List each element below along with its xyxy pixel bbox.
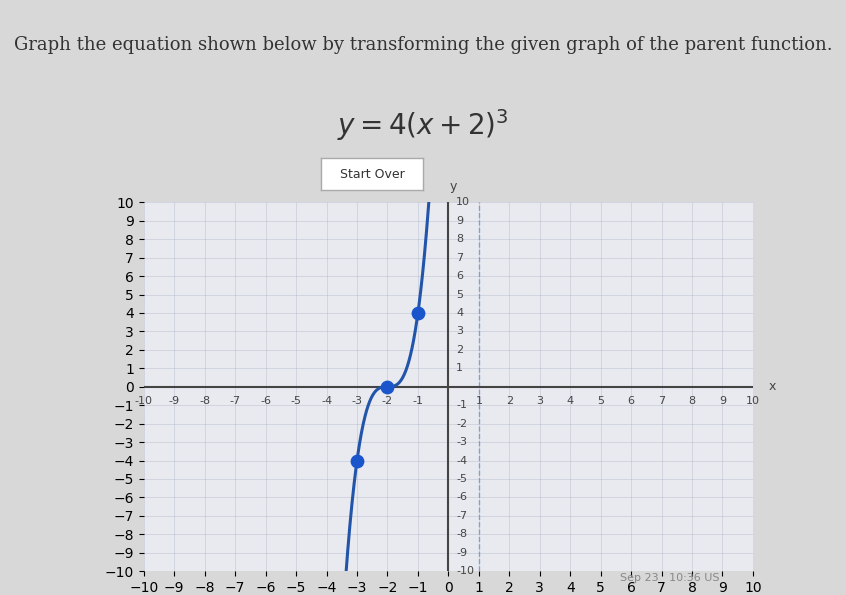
Text: -1: -1 xyxy=(412,396,424,406)
Text: 4: 4 xyxy=(567,396,574,406)
Text: -9: -9 xyxy=(168,396,180,406)
Text: -4: -4 xyxy=(321,396,332,406)
Text: 6: 6 xyxy=(456,271,463,281)
Text: 10: 10 xyxy=(746,396,760,406)
Text: 3: 3 xyxy=(536,396,543,406)
Text: 4: 4 xyxy=(456,308,463,318)
Text: -9: -9 xyxy=(456,548,467,558)
Text: 3: 3 xyxy=(456,327,463,336)
Point xyxy=(411,308,425,318)
Text: y: y xyxy=(449,180,457,193)
Text: 1: 1 xyxy=(456,364,463,373)
Text: 9: 9 xyxy=(456,216,463,226)
Text: 9: 9 xyxy=(719,396,726,406)
Text: 10: 10 xyxy=(456,198,470,207)
Text: Graph the equation shown below by transforming the given graph of the parent fun: Graph the equation shown below by transf… xyxy=(14,36,832,54)
Text: Sep 23   10:36 US: Sep 23 10:36 US xyxy=(619,573,719,583)
Text: -3: -3 xyxy=(456,437,467,447)
Text: 5: 5 xyxy=(456,290,463,299)
Text: -10: -10 xyxy=(456,566,474,576)
Text: -5: -5 xyxy=(456,474,467,484)
Text: -2: -2 xyxy=(456,419,467,428)
Text: 2: 2 xyxy=(456,345,463,355)
Text: -7: -7 xyxy=(456,511,467,521)
Text: -8: -8 xyxy=(199,396,211,406)
Text: -4: -4 xyxy=(456,456,467,465)
Text: -2: -2 xyxy=(382,396,393,406)
Text: 5: 5 xyxy=(597,396,604,406)
Text: 7: 7 xyxy=(658,396,665,406)
Text: -8: -8 xyxy=(456,530,467,539)
Text: -10: -10 xyxy=(135,396,153,406)
Text: $y = 4(x+2)^3$: $y = 4(x+2)^3$ xyxy=(337,107,509,143)
Text: Start Over: Start Over xyxy=(340,168,404,180)
Text: 8: 8 xyxy=(689,396,695,406)
Text: -6: -6 xyxy=(456,493,467,502)
Text: -7: -7 xyxy=(229,396,241,406)
Text: 7: 7 xyxy=(456,253,463,262)
Text: -1: -1 xyxy=(456,400,467,410)
Text: 8: 8 xyxy=(456,234,463,244)
Text: 2: 2 xyxy=(506,396,513,406)
Text: -3: -3 xyxy=(351,396,363,406)
Point xyxy=(381,382,394,392)
Text: 6: 6 xyxy=(628,396,634,406)
Point xyxy=(350,456,364,465)
Text: 1: 1 xyxy=(475,396,482,406)
Text: -5: -5 xyxy=(290,396,302,406)
Text: -6: -6 xyxy=(260,396,272,406)
Text: x: x xyxy=(768,380,776,393)
